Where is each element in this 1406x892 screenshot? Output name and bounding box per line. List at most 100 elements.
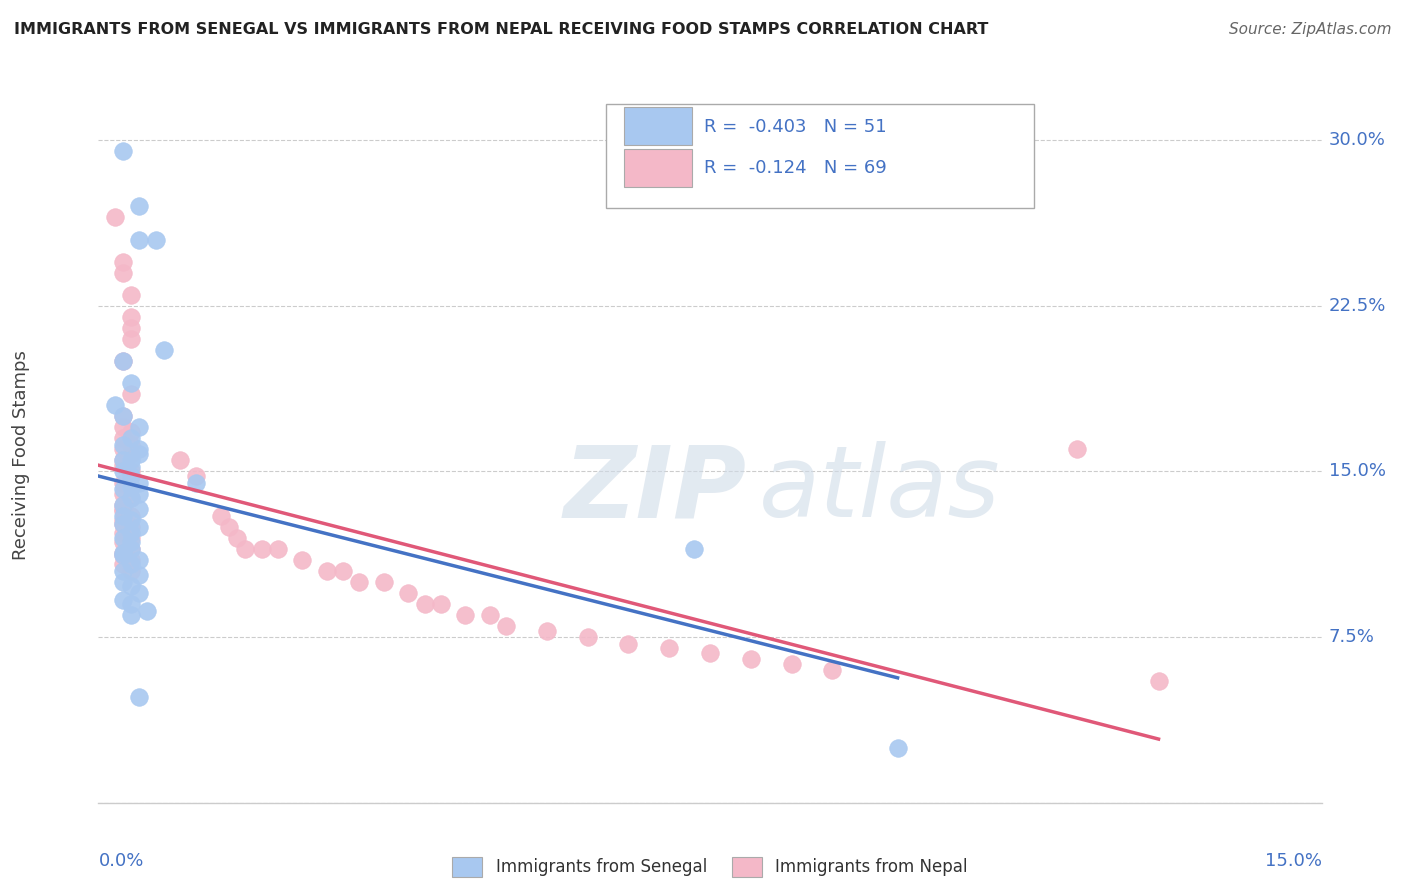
Point xyxy=(111,504,134,518)
Point xyxy=(186,475,208,490)
Point xyxy=(349,574,371,589)
Point xyxy=(111,574,134,589)
Point xyxy=(111,266,134,280)
Text: IMMIGRANTS FROM SENEGAL VS IMMIGRANTS FROM NEPAL RECEIVING FOOD STAMPS CORRELATI: IMMIGRANTS FROM SENEGAL VS IMMIGRANTS FR… xyxy=(14,22,988,37)
Text: atlas: atlas xyxy=(759,442,1001,538)
Point xyxy=(111,145,134,159)
Point xyxy=(111,486,134,500)
Point xyxy=(111,517,134,532)
Point xyxy=(111,431,134,445)
Point xyxy=(111,498,134,512)
Point xyxy=(111,475,134,490)
Point xyxy=(111,254,134,268)
Point xyxy=(152,343,174,357)
Point xyxy=(120,332,142,346)
Point xyxy=(111,592,134,607)
Point xyxy=(111,546,134,560)
Point xyxy=(120,447,142,461)
Point xyxy=(682,541,704,556)
Point xyxy=(120,608,142,623)
Point xyxy=(120,321,142,335)
Point xyxy=(104,398,127,412)
Point xyxy=(111,354,134,368)
Point xyxy=(120,376,142,391)
Point xyxy=(120,541,142,556)
Point xyxy=(111,442,134,457)
Point xyxy=(111,465,134,479)
Point xyxy=(111,535,134,549)
Point xyxy=(111,558,134,572)
Point xyxy=(120,508,142,523)
Text: R =  -0.124   N = 69: R = -0.124 N = 69 xyxy=(704,160,887,178)
Point xyxy=(111,546,134,560)
Point xyxy=(120,431,142,445)
Point xyxy=(209,508,232,523)
Point xyxy=(454,608,477,623)
Bar xyxy=(624,107,692,145)
Point xyxy=(120,513,142,527)
Point xyxy=(495,619,517,633)
Point xyxy=(699,646,721,660)
Point xyxy=(111,526,134,541)
Point xyxy=(120,310,142,324)
Point xyxy=(128,553,150,567)
Point xyxy=(111,502,134,516)
FancyBboxPatch shape xyxy=(606,103,1035,208)
Text: 15.0%: 15.0% xyxy=(1329,462,1386,481)
Text: 30.0%: 30.0% xyxy=(1329,131,1385,149)
Point xyxy=(233,541,256,556)
Point xyxy=(120,387,142,401)
Point xyxy=(111,498,134,512)
Point xyxy=(780,657,803,671)
Point xyxy=(128,690,150,704)
Point xyxy=(128,420,150,434)
Point xyxy=(120,287,142,301)
Point xyxy=(120,597,142,611)
Text: Receiving Food Stamps: Receiving Food Stamps xyxy=(13,350,30,560)
Point xyxy=(821,663,844,677)
Point xyxy=(111,531,134,545)
Point xyxy=(111,513,134,527)
Bar xyxy=(624,149,692,187)
Text: 22.5%: 22.5% xyxy=(1329,297,1386,315)
Point xyxy=(658,641,681,656)
Point xyxy=(120,519,142,533)
Point xyxy=(120,480,142,494)
Point xyxy=(373,574,395,589)
Point xyxy=(120,453,142,467)
Point xyxy=(111,564,134,578)
Point xyxy=(111,517,134,532)
Point xyxy=(226,531,249,545)
Point xyxy=(111,409,134,424)
Point xyxy=(120,438,142,452)
Point xyxy=(120,564,142,578)
Text: 15.0%: 15.0% xyxy=(1264,852,1322,870)
Point xyxy=(120,460,142,475)
Point xyxy=(128,586,150,600)
Point xyxy=(886,740,908,755)
Point xyxy=(1147,674,1170,689)
Text: Source: ZipAtlas.com: Source: ZipAtlas.com xyxy=(1229,22,1392,37)
Point xyxy=(111,482,134,496)
Point xyxy=(315,564,337,578)
Point xyxy=(120,558,142,572)
Point xyxy=(120,526,142,541)
Point xyxy=(128,475,150,490)
Point xyxy=(740,652,762,666)
Point xyxy=(111,508,134,523)
Point xyxy=(111,438,134,452)
Point xyxy=(128,486,150,500)
Point xyxy=(120,491,142,505)
Point xyxy=(111,354,134,368)
Point xyxy=(413,597,436,611)
Point xyxy=(267,541,290,556)
Point xyxy=(186,469,208,483)
Point xyxy=(120,531,142,545)
Point xyxy=(120,541,142,556)
Point xyxy=(145,233,167,247)
Point xyxy=(430,597,453,611)
Point xyxy=(332,564,354,578)
Text: R =  -0.403   N = 51: R = -0.403 N = 51 xyxy=(704,118,887,136)
Point xyxy=(128,568,150,582)
Point xyxy=(128,442,150,457)
